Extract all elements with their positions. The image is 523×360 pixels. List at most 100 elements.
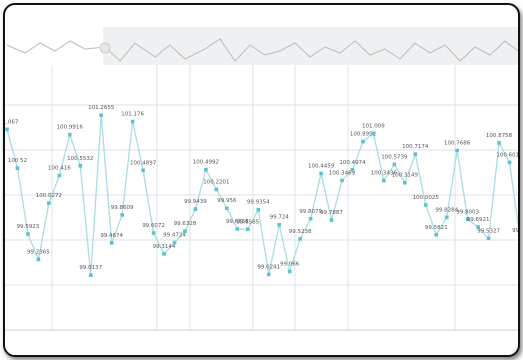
data-label: 100.0272 [36, 193, 62, 199]
point [214, 187, 219, 192]
point [455, 148, 459, 153]
point [497, 141, 501, 145]
point [36, 257, 41, 262]
data-label: 100.5739 [381, 154, 408, 160]
point [78, 163, 83, 168]
data-label: 100.4992 [193, 160, 219, 166]
point [99, 113, 104, 117]
data-label: 99.54 [512, 228, 518, 234]
point [68, 132, 72, 137]
data-label: 100.3469 [329, 170, 356, 176]
data-label: 99.6072 [142, 223, 165, 229]
point [403, 180, 407, 185]
point [162, 252, 166, 256]
point [423, 203, 428, 207]
point [392, 162, 397, 167]
point [57, 173, 62, 178]
line [6, 115, 518, 276]
point [204, 167, 208, 172]
point [183, 229, 187, 233]
data-label: 99.4674 [100, 233, 123, 239]
data-label: 101.067 [5, 119, 19, 125]
data-label: 101.009 [362, 123, 385, 129]
data-label: 99.5821 [425, 225, 448, 231]
data-label: 100.8758 [486, 133, 513, 139]
point [88, 273, 93, 277]
point [444, 215, 449, 220]
data-label: 100.3436 [371, 171, 398, 177]
data-label: 99.9354 [247, 200, 270, 206]
point [130, 119, 135, 124]
data-label: 99.8609 [111, 205, 134, 211]
data-label: 99.2365 [27, 249, 50, 255]
point [350, 167, 355, 172]
data-label: 100.2201 [203, 179, 229, 185]
data-label: 100.9916 [57, 125, 84, 131]
chart: 101.067 100.52 99.5923 99.2365 100.0272 100.4… [5, 27, 518, 331]
data-label: 99.9439 [184, 199, 207, 205]
point [382, 178, 386, 183]
data-label: 99.6638 [226, 219, 249, 225]
data-label: 99.6328 [174, 221, 197, 227]
point [486, 236, 491, 241]
data-label: 100.0025 [413, 195, 440, 201]
point [151, 231, 156, 235]
point [5, 127, 9, 132]
point [245, 227, 250, 232]
point [298, 237, 302, 241]
point [225, 206, 229, 211]
data-label: 99.0137 [79, 265, 102, 271]
point [465, 217, 470, 222]
data-label: 99.8079 [299, 209, 322, 215]
data-label: 101.176 [121, 112, 144, 118]
point [476, 225, 480, 229]
data-label: 100.4974 [339, 160, 366, 166]
point [266, 272, 271, 277]
point [141, 168, 145, 173]
point [235, 227, 240, 231]
data-label: 99.724 [270, 215, 290, 221]
point [361, 139, 365, 144]
point [256, 207, 261, 212]
point [172, 240, 177, 245]
point [193, 207, 198, 211]
point [371, 131, 376, 136]
data-label: 99.3144 [153, 244, 176, 250]
data-label: 100.5532 [67, 156, 93, 162]
point [507, 160, 512, 165]
data-label: 99.5923 [17, 224, 40, 230]
data-label: 100.3149 [392, 173, 419, 179]
data-label: 100.7174 [402, 144, 429, 150]
navigator-handle [99, 42, 111, 54]
data-label: 100.416 [48, 166, 71, 172]
data-label: 99.066 [280, 261, 300, 267]
chart-frame: 101.067 100.52 99.5923 99.2365 100.0272 100.4… [3, 3, 520, 357]
point [109, 241, 114, 245]
data-label: 100.4459 [308, 163, 335, 169]
data-label: 100.8952 [350, 131, 376, 137]
point [319, 171, 323, 176]
data-label: 100.4897 [130, 160, 157, 166]
data-label: 99.6585 [236, 219, 259, 225]
point [340, 178, 344, 183]
point [120, 213, 124, 217]
data-label: 99.956 [217, 198, 237, 204]
data-label: 100.6017 [496, 152, 518, 158]
point [287, 269, 292, 274]
data-label: 100.7686 [444, 140, 471, 146]
navigator-window [103, 27, 518, 65]
grid [5, 65, 518, 330]
point [434, 232, 439, 237]
navigator-line [6, 38, 518, 62]
point [277, 222, 282, 227]
data-label: 99.4724 [163, 233, 186, 239]
data-label: 99.7887 [320, 210, 343, 216]
data-label: 99.5327 [477, 228, 500, 234]
data-label: 99.8284 [435, 207, 458, 213]
data-label: 101.2655 [88, 105, 115, 111]
point [329, 218, 334, 222]
data-label: 99.8003 [456, 209, 479, 215]
point [15, 166, 20, 170]
data-label: 99.5238 [289, 229, 312, 235]
